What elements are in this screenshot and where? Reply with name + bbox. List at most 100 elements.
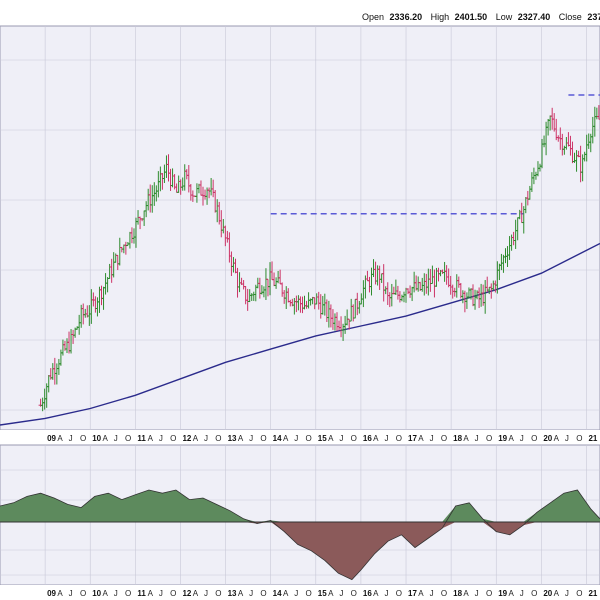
tick-label-month: O bbox=[80, 434, 86, 443]
tick-label-month: O bbox=[486, 589, 492, 598]
tick-label-month: J bbox=[114, 589, 118, 598]
tick-label-year: 21 bbox=[588, 589, 597, 598]
price-bars bbox=[38, 105, 600, 412]
price-panel bbox=[0, 25, 600, 431]
tick-label-year: 15 bbox=[318, 434, 327, 443]
tick-label-month: O bbox=[306, 589, 312, 598]
tick-label-month: A bbox=[193, 434, 199, 443]
close-label: Close bbox=[559, 12, 582, 22]
tick-label-month: J bbox=[339, 434, 343, 443]
tick-label-month: A bbox=[283, 589, 289, 598]
low-value: 2327.40 bbox=[518, 12, 551, 22]
tick-label-year: 13 bbox=[228, 589, 237, 598]
tick-label-month: O bbox=[260, 589, 266, 598]
tick-label-month: J bbox=[430, 589, 434, 598]
tick-label-month: O bbox=[215, 434, 221, 443]
tick-label-month: O bbox=[80, 589, 86, 598]
tick-label-month: A bbox=[283, 434, 289, 443]
tick-label-year: 21 bbox=[588, 434, 597, 443]
tick-label-year: 10 bbox=[92, 434, 101, 443]
tick-label-month: A bbox=[103, 589, 109, 598]
tick-label-month: J bbox=[339, 589, 343, 598]
tick-label-year: 14 bbox=[273, 434, 282, 443]
tick-label-month: A bbox=[57, 589, 63, 598]
tick-label-month: J bbox=[69, 589, 73, 598]
open-value: 2336.20 bbox=[390, 12, 423, 22]
tick-label-month: O bbox=[260, 434, 266, 443]
tick-label-month: A bbox=[328, 434, 334, 443]
tick-label-month: J bbox=[565, 434, 569, 443]
oscillator-line bbox=[0, 489, 600, 581]
tick-label-year: 16 bbox=[363, 589, 372, 598]
time-axis-bottom: 09 A J O 10 A J O 11 A J O 12 A J O 13 A J O 14 A J O 15 A J O 16 A J O… bbox=[47, 589, 598, 598]
tick-label-month: O bbox=[396, 589, 402, 598]
tick-label-month: J bbox=[114, 434, 118, 443]
tick-label-year: 20 bbox=[543, 589, 552, 598]
tick-label-year: 11 bbox=[137, 589, 146, 598]
tick-label-year: 16 bbox=[363, 434, 372, 443]
tick-label-year: 17 bbox=[408, 589, 417, 598]
tick-label-year: 18 bbox=[453, 434, 462, 443]
tick-label-year: 19 bbox=[498, 434, 507, 443]
tick-label-month: A bbox=[103, 434, 109, 443]
tick-label-month: J bbox=[69, 434, 73, 443]
tick-label-month: A bbox=[463, 434, 469, 443]
tick-label-month: A bbox=[57, 434, 63, 443]
tick-label-year: 18 bbox=[453, 589, 462, 598]
tick-label-month: O bbox=[441, 589, 447, 598]
tick-label-month: J bbox=[294, 434, 298, 443]
tick-label-month: O bbox=[306, 434, 312, 443]
tick-label-month: A bbox=[238, 434, 244, 443]
tick-label-month: O bbox=[531, 589, 537, 598]
tick-label-month: O bbox=[170, 434, 176, 443]
tick-label-month: O bbox=[125, 434, 131, 443]
tick-label-month: A bbox=[373, 589, 379, 598]
tick-label-month: J bbox=[294, 589, 298, 598]
tick-label-month: J bbox=[384, 589, 388, 598]
tick-label-month: J bbox=[384, 434, 388, 443]
tick-label-month: O bbox=[441, 434, 447, 443]
tick-label-month: A bbox=[193, 589, 199, 598]
tick-label-month: J bbox=[249, 434, 253, 443]
tick-label-month: O bbox=[351, 434, 357, 443]
tick-label-month: J bbox=[520, 589, 524, 598]
oscillator-negative-area bbox=[0, 522, 600, 580]
tick-label-month: A bbox=[509, 589, 515, 598]
tick-label-year: 14 bbox=[273, 589, 282, 598]
tick-label-year: 15 bbox=[318, 589, 327, 598]
tick-label-year: 10 bbox=[92, 589, 101, 598]
tick-label-month: J bbox=[565, 589, 569, 598]
header-strip bbox=[0, 0, 600, 26]
tick-label-year: 13 bbox=[228, 434, 237, 443]
tick-label-month: A bbox=[148, 589, 154, 598]
tick-label-year: 12 bbox=[182, 589, 191, 598]
time-axis-top: 09 A J O 10 A J O 11 A J O 12 A J O 13 A J O 14 A J O 15 A J O 16 A J O… bbox=[47, 434, 598, 443]
tick-label-month: A bbox=[554, 434, 560, 443]
tick-label-year: 12 bbox=[182, 434, 191, 443]
low-label: Low bbox=[496, 12, 513, 22]
tick-label-month: J bbox=[249, 589, 253, 598]
tick-label-month: O bbox=[125, 589, 131, 598]
tick-label-year: 17 bbox=[408, 434, 417, 443]
tick-label-year: 20 bbox=[543, 434, 552, 443]
time-axis-bottom-strip bbox=[0, 585, 600, 600]
tick-label-month: O bbox=[576, 589, 582, 598]
tick-label-month: J bbox=[204, 434, 208, 443]
ohlc-readout: Open 2336.20 High 2401.50 Low 2327.40 Cl… bbox=[362, 12, 600, 22]
high-value: 2401.50 bbox=[455, 12, 488, 22]
tick-label-month: J bbox=[159, 434, 163, 443]
tick-label-month: O bbox=[215, 589, 221, 598]
tick-label-year: 11 bbox=[137, 434, 146, 443]
tick-label-month: J bbox=[430, 434, 434, 443]
tick-label-month: A bbox=[463, 589, 469, 598]
close-value: 2379.70 bbox=[587, 12, 600, 22]
tick-label-month: A bbox=[554, 589, 560, 598]
tick-label-month: O bbox=[396, 434, 402, 443]
tick-label-year: 09 bbox=[47, 589, 56, 598]
moving-average-line bbox=[0, 242, 600, 426]
tick-label-month: O bbox=[170, 589, 176, 598]
tick-label-year: 19 bbox=[498, 589, 507, 598]
tick-label-month: J bbox=[475, 434, 479, 443]
tick-label-month: J bbox=[520, 434, 524, 443]
